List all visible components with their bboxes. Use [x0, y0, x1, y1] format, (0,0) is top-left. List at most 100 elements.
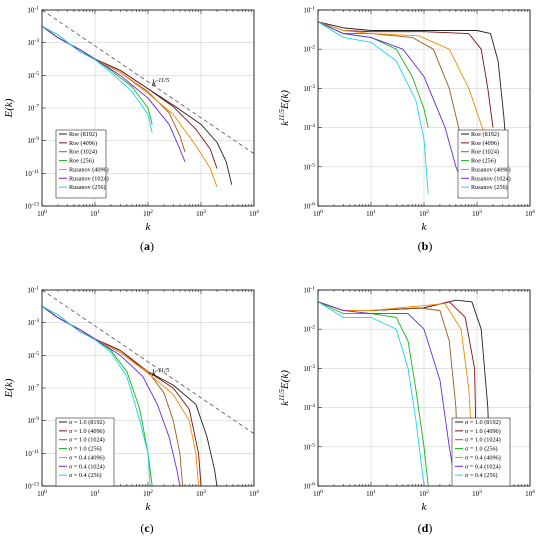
caption-a: (a) — [140, 239, 154, 253]
y-axis-label: E(k) — [3, 98, 15, 118]
legend-entry: σ = 1.0 (1024) — [69, 437, 105, 444]
plot-frame — [317, 289, 531, 487]
y-tick-label: 10-9 — [27, 136, 39, 145]
y-tick-label: 10-2 — [303, 45, 315, 54]
legend: Roe (8192)Roe (4096)Roe (1024)Roe (256)R… — [457, 129, 511, 199]
legend-entry: Roe (256) — [69, 158, 94, 165]
x-tick-label: 102 — [143, 209, 153, 218]
series-line-6 — [318, 301, 457, 486]
y-tick-label: 10-9 — [27, 416, 39, 425]
x-tick-label: 101 — [90, 209, 100, 218]
reference-slope-line — [42, 290, 254, 434]
legend: σ = 1.0 (8192) σ = 1.0 (4096) σ = 1.0 (102… — [451, 417, 511, 487]
legend-entry: σ = 1.0 (4096) — [465, 428, 501, 435]
panel-a: 100 101 102 103 104 10-1 10-3 10-5 10-7 10-9 10-11… — [3, 6, 259, 234]
legend-entry: σ = 0.4 (1024) — [465, 463, 501, 470]
panel-d: 100 101 102 103 104 10-1 10-2 10-3 10-4 10-5 10-6 k… — [278, 286, 535, 514]
y-axis-label: k11/5E(k) — [278, 90, 291, 126]
y-tick-label: 10-1 — [303, 6, 315, 15]
series-line-3 — [318, 21, 462, 140]
y-tick-label: 10-7 — [27, 384, 39, 393]
x-tick-label: 103 — [196, 209, 206, 218]
x-tick-label: 101 — [366, 209, 376, 218]
legend-entry: Roe (4096) — [471, 140, 499, 147]
legend-entry: Roe (256) — [471, 158, 496, 165]
y-tick-label: 10-4 — [303, 123, 315, 132]
y-tick-label: 10-3 — [27, 318, 39, 327]
y-tick-label: 10-3 — [27, 38, 39, 47]
legend-entry: σ = 0.4 (256) — [69, 472, 102, 479]
y-tick-label: 10-2 — [303, 325, 315, 334]
legend-entry: Roe (4096) — [69, 140, 97, 147]
series-line-5 — [318, 301, 476, 486]
series-line-6 — [318, 21, 462, 179]
y-tick-label: 10-7 — [27, 104, 39, 113]
y-tick-label: 10-3 — [303, 364, 315, 373]
legend-entry: Rusanov (1024) — [69, 175, 109, 182]
series-group — [318, 299, 491, 486]
y-tick-label: 10-13 — [25, 482, 40, 491]
legend-entry: σ = 1.0 (4096) — [69, 428, 105, 435]
x-axis-label: k — [146, 221, 152, 233]
y-tick-label: 10-5 — [303, 162, 315, 171]
y-tick-label: 10-1 — [27, 6, 39, 15]
plot-frame — [317, 9, 531, 207]
x-tick-label: 104 — [525, 209, 535, 218]
legend-entry: σ = 1.0 (8192) — [465, 419, 501, 426]
x-tick-label: 103 — [472, 209, 482, 218]
x-axis-label: k — [422, 501, 428, 513]
legend-entry: σ = 1.0 (8192) — [69, 419, 105, 426]
y-tick-label: 10-5 — [303, 442, 315, 451]
legend-entry: Roe (8192) — [69, 131, 97, 138]
y-tick-label: 10-1 — [303, 286, 315, 295]
y-tick-label: 10-11 — [25, 169, 39, 178]
caption-c: (c) — [140, 521, 153, 535]
legend-entry: σ = 1.0 (256) — [465, 446, 498, 453]
slope-annotation: k-11/5 — [152, 77, 170, 88]
series-group — [42, 25, 233, 187]
y-tick-label: 10-6 — [303, 482, 315, 491]
x-tick-label: 102 — [143, 489, 153, 498]
caption-b: (b) — [418, 239, 433, 253]
x-tick-label: 103 — [196, 489, 206, 498]
series-line-7 — [318, 301, 425, 486]
legend: σ = 1.0 (8192) σ = 1.0 (4096) σ = 1.0 (102… — [55, 417, 115, 487]
x-axis-label: k — [146, 501, 152, 513]
x-tick-label: 100 — [37, 209, 47, 218]
x-tick-label: 104 — [249, 489, 259, 498]
panel-b: 100 101 102 103 104 10-1 10-2 10-3 10-4 10-5 10-6 k… — [278, 6, 535, 234]
legend: Roe (8192)Roe (4096)Roe (1024)Roe (256)R… — [55, 129, 109, 199]
series-line-7 — [42, 305, 151, 486]
y-tick-label: 10-4 — [303, 403, 315, 412]
y-tick-label: 10-13 — [25, 202, 40, 211]
legend-entry: Rusanov (256) — [471, 184, 508, 191]
y-tick-label: 10-5 — [27, 71, 39, 80]
legend-entry: Rusanov (4096) — [69, 166, 109, 173]
slope-annotation: k-11/5 — [152, 367, 170, 378]
y-axis-label: E(k) — [3, 378, 15, 398]
x-tick-label: 104 — [525, 489, 535, 498]
panel-c: 100 101 102 103 104 10-1 10-3 10-5 10-7 10-9 10-11… — [3, 286, 259, 514]
caption-d: (d) — [418, 521, 433, 535]
legend-entry: σ = 0.4 (256) — [465, 472, 498, 479]
legend-entry: Rusanov (1024) — [471, 175, 511, 182]
series-line-6 — [42, 25, 186, 163]
legend-entry: σ = 0.4 (4096) — [465, 454, 501, 461]
x-tick-label: 101 — [90, 489, 100, 498]
x-tick-label: 100 — [37, 489, 47, 498]
y-tick-label: 10-1 — [27, 286, 39, 295]
x-tick-label: 103 — [472, 489, 482, 498]
series-line-4 — [318, 301, 429, 486]
reference-slope-line — [42, 10, 254, 154]
x-tick-label: 100 — [313, 489, 323, 498]
y-tick-label: 10-5 — [27, 351, 39, 360]
x-tick-label: 104 — [249, 209, 259, 218]
legend-entry: Roe (1024) — [471, 149, 499, 156]
y-axis-label: k11/5E(k) — [278, 370, 291, 406]
series-line-1 — [318, 21, 509, 167]
series-line-7 — [318, 21, 429, 195]
y-tick-label: 10-6 — [303, 202, 315, 211]
series-group — [42, 305, 218, 486]
x-tick-label: 101 — [366, 489, 376, 498]
